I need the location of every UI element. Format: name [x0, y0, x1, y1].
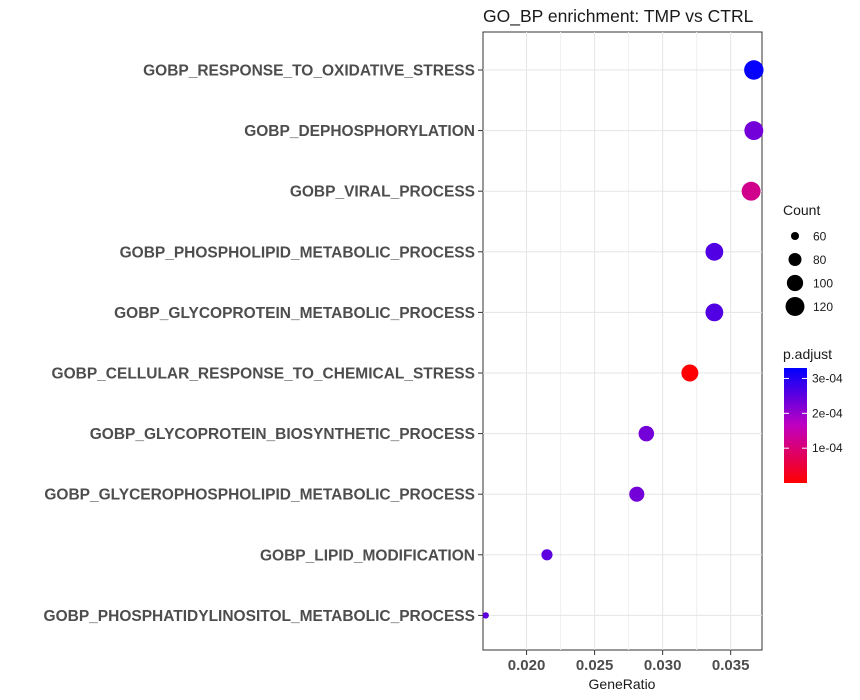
- y-tick-label: GOBP_PHOSPHOLIPID_METABOLIC_PROCESS: [120, 244, 475, 261]
- size-legend-key: [788, 252, 802, 267]
- x-tick-label: 0.030: [644, 657, 682, 674]
- size-legend: Count 60 80 100 120: [783, 202, 833, 316]
- x-axis: 0.020 0.025 0.030 0.035: [508, 650, 750, 674]
- x-tick-label: 0.020: [508, 657, 546, 674]
- data-point: [705, 242, 724, 261]
- chart-title: GO_BP enrichment: TMP vs CTRL: [483, 6, 754, 27]
- color-legend-label: 3e-04: [812, 371, 843, 385]
- size-legend-label: 100: [813, 277, 833, 291]
- data-points: [482, 60, 764, 619]
- y-tick-label: GOBP_GLYCOPROTEIN_BIOSYNTHETIC_PROCESS: [90, 426, 475, 443]
- data-point: [741, 181, 761, 201]
- size-legend-label: 80: [813, 253, 827, 267]
- data-point: [482, 612, 489, 619]
- data-point: [629, 486, 645, 502]
- color-legend-label: 2e-04: [812, 406, 843, 420]
- data-point: [541, 549, 553, 561]
- color-legend: p.adjust 3e-04 2e-04 1e-04: [783, 346, 843, 483]
- size-legend-key: [790, 231, 800, 241]
- y-axis: GOBP_RESPONSE_TO_OXIDATIVE_STRESS GOBP_DE…: [44, 63, 483, 625]
- size-legend-label: 60: [813, 230, 827, 244]
- color-bar: [784, 368, 807, 483]
- y-tick-label: GOBP_CELLULAR_RESPONSE_TO_CHEMICAL_STRES…: [52, 366, 475, 383]
- size-legend-key: [785, 297, 805, 316]
- data-point: [744, 60, 764, 80]
- x-tick-label: 0.035: [712, 657, 750, 674]
- y-tick-label: GOBP_GLYCOPROTEIN_METABOLIC_PROCESS: [114, 305, 475, 322]
- data-point: [705, 303, 724, 322]
- plot-panel: [482, 31, 763, 651]
- y-tick-label: GOBP_RESPONSE_TO_OXIDATIVE_STRESS: [143, 63, 475, 80]
- size-legend-title: Count: [783, 202, 820, 218]
- data-point: [638, 425, 655, 442]
- y-tick-label: GOBP_VIRAL_PROCESS: [290, 184, 475, 201]
- size-legend-key: [786, 274, 804, 292]
- y-tick-label: GOBP_GLYCEROPHOSPHOLIPID_METABOLIC_PROCE…: [44, 487, 475, 504]
- x-axis-title: GeneRatio: [589, 676, 656, 692]
- y-tick-label: GOBP_DEPHOSPHORYLATION: [244, 123, 475, 140]
- color-legend-title: p.adjust: [783, 346, 832, 362]
- size-legend-label: 120: [813, 300, 833, 314]
- y-tick-label: GOBP_LIPID_MODIFICATION: [260, 547, 475, 564]
- x-tick-label: 0.025: [576, 657, 614, 674]
- data-point: [681, 364, 699, 382]
- y-tick-label: GOBP_PHOSPHATIDYLINOSITOL_METABOLIC_PROC…: [44, 608, 475, 625]
- data-point: [744, 121, 764, 141]
- grid-lines: [483, 32, 762, 650]
- color-legend-label: 1e-04: [812, 441, 843, 455]
